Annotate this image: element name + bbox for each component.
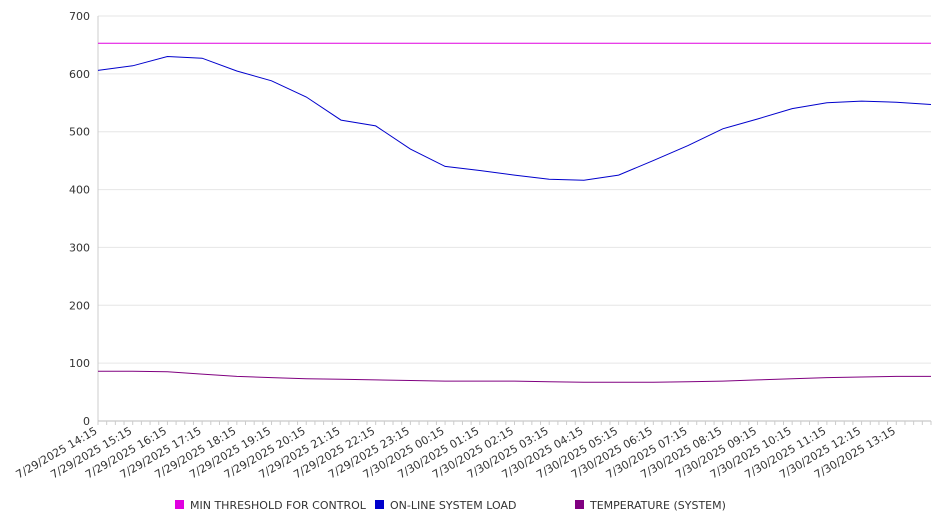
gridlines xyxy=(98,15,931,422)
legend-label: ON-LINE SYSTEM LOAD xyxy=(390,499,516,512)
series-lines xyxy=(97,42,932,383)
y-axis-ticks: 0 100 200 300 400 500 600 700 xyxy=(69,10,90,428)
y-tick-label: 200 xyxy=(69,299,90,312)
y-tick-label: 300 xyxy=(69,241,90,254)
y-tick-label: 600 xyxy=(69,68,90,81)
y-tick-label: 700 xyxy=(69,10,90,23)
x-axis: 7/29/2025 14:157/29/2025 15:157/29/2025 … xyxy=(14,16,932,481)
legend-swatch xyxy=(375,500,384,509)
series-line-1 xyxy=(97,55,932,181)
legend-swatch xyxy=(175,500,184,509)
y-tick-label: 0 xyxy=(83,415,90,428)
legend-label: MIN THRESHOLD FOR CONTROL xyxy=(190,499,367,512)
y-tick-label: 400 xyxy=(69,184,90,197)
y-tick-label: 100 xyxy=(69,357,90,370)
series-line-2 xyxy=(98,370,931,383)
legend: MIN THRESHOLD FOR CONTROL ON-LINE SYSTEM … xyxy=(175,499,726,512)
legend-swatch xyxy=(575,500,584,509)
legend-label: TEMPERATURE (SYSTEM) xyxy=(589,499,726,512)
y-tick-label: 500 xyxy=(69,126,90,139)
